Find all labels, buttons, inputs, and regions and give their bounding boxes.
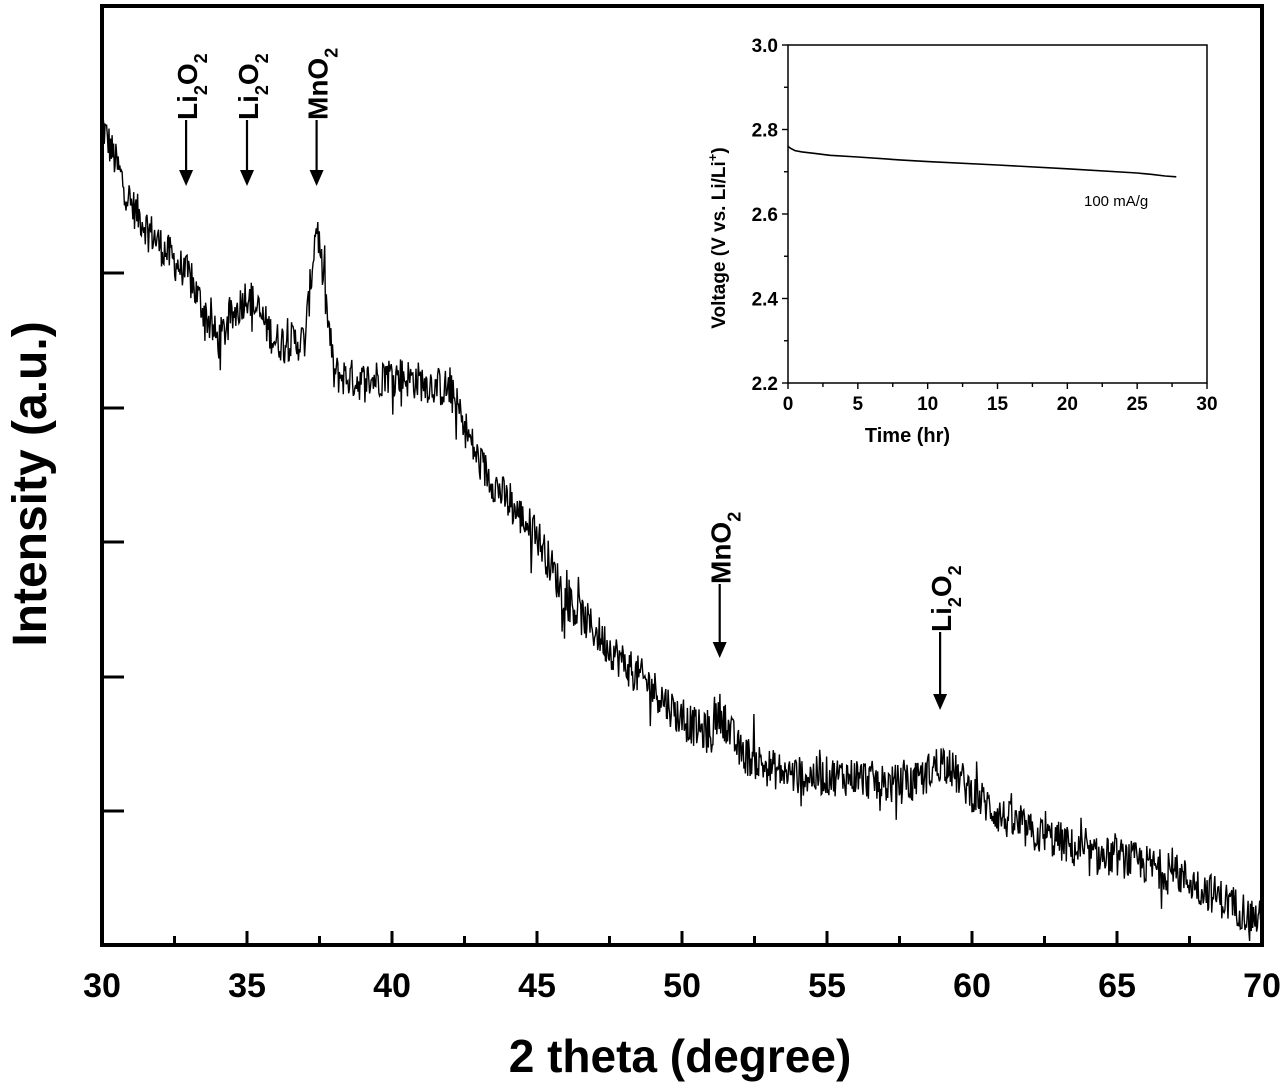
formula-subscript: 2 [945,597,965,607]
inset-y-tick-label: 2.2 [752,374,778,395]
xrd-series-line [101,117,1263,942]
inset-y-label-end: ) [709,147,730,153]
x-tick-label: 70 [1243,967,1280,1005]
formula-subscript: 2 [252,53,272,63]
inset-y-axis-label: Voltage (V vs. Li/Li+) [705,147,730,328]
x-tick-label: 40 [373,967,411,1005]
inset-x-tick-label: 30 [1196,394,1217,415]
formula-subscript: 2 [322,48,342,58]
inset-y-label-text: Voltage (V vs. Li/Li [709,161,730,329]
inset-x-tick-label: 25 [1127,394,1149,415]
formula-element: Mn [706,544,737,584]
voltage-series-line [787,145,1177,178]
formula-element: O [303,58,334,80]
x-tick-label: 55 [808,967,846,1005]
inset-rate-annotation: 100 mA/g [1084,193,1148,210]
formula-element: Li [172,95,203,120]
inset-background [780,33,1219,395]
formula-element: Li [233,95,264,120]
x-tick-label: 65 [1098,967,1136,1005]
inset-x-axis-label: Time (hr) [865,425,950,447]
formula-subscript: 2 [252,85,272,95]
formula-element: O [926,575,957,597]
x-tick-label: 60 [953,967,991,1005]
x-tick-label: 30 [83,967,121,1005]
inset-x-tick-label: 10 [917,394,938,415]
formula-element: O [706,522,737,544]
peak-arrow-head [933,694,948,710]
peak-annotation: MnO2 [303,48,342,186]
inset-x-tick-label: 15 [987,394,1009,415]
peak-label: Li2O2 [233,53,272,120]
peak-arrow-head [179,170,194,186]
main-x-axis: 30 35 40 45 50 55 60 65 70 [83,931,1280,1005]
x-tick-label: 35 [228,967,266,1005]
formula-element: O [172,63,203,85]
peak-label: MnO2 [706,512,745,584]
peak-label: Li2O2 [172,53,211,120]
formula-element: Mn [303,80,334,120]
peak-annotation: Li2O2 [172,53,211,186]
inset-x-tick-label: 0 [783,394,794,415]
axis-labels: 2 theta (degree) Intensity (a.u.) [4,321,851,1082]
peak-annotation: Li2O2 [926,565,965,710]
x-tick-label: 45 [518,967,556,1005]
peak-annotation: MnO2 [706,512,745,658]
main-y-axis [102,271,124,813]
peak-label: MnO2 [303,48,342,120]
formula-subscript: 2 [191,53,211,63]
x-tick-label: 50 [663,967,701,1005]
peak-arrow-head [712,642,727,658]
peak-annotation: Li2O2 [233,53,272,186]
main-x-axis-label: 2 theta (degree) [509,1030,852,1082]
inset-y-tick-label: 2.6 [752,205,778,226]
inset-y-tick-label: 2.8 [752,121,778,142]
inset-y-label-superscript: + [705,153,720,161]
inset-x-tick-label: 5 [853,394,864,415]
inset-y-tick-label: 2.4 [752,290,779,311]
formula-subscript: 2 [945,565,965,575]
inset-x-tick-label: 20 [1057,394,1078,415]
main-y-axis-label: Intensity (a.u.) [4,321,57,646]
inset-y-tick-label: 3.0 [752,36,778,57]
formula-element: Li [926,607,957,632]
peak-arrow-head [240,170,254,186]
formula-element: O [233,63,264,85]
formula-subscript: 2 [725,512,745,522]
peak-label: Li2O2 [926,565,965,632]
peak-arrow-head [309,170,324,186]
formula-subscript: 2 [191,85,211,95]
inset-voltage-plot: 0 5 10 15 20 25 30 2.2 2.4 2.6 2.8 3.0 100 mA/g Time … [705,33,1219,447]
